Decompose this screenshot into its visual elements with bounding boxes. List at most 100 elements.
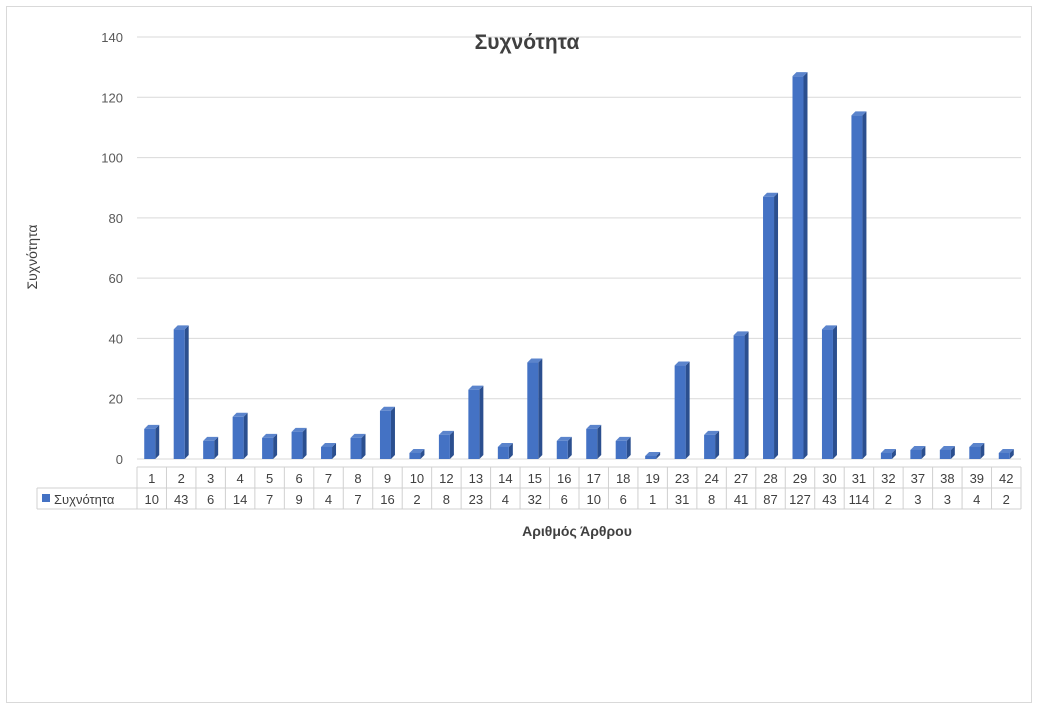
- bar-front: [615, 440, 627, 459]
- bar: [527, 358, 543, 459]
- category-label: 37: [911, 471, 925, 486]
- bar-front: [291, 431, 303, 459]
- category-label: 14: [498, 471, 512, 486]
- bar-front: [350, 437, 362, 459]
- gridlines: [137, 36, 1021, 460]
- bar-side: [361, 433, 366, 459]
- y-tick-label: 80: [109, 211, 123, 226]
- bar: [851, 111, 867, 459]
- data-value-label: 43: [174, 492, 188, 507]
- bar: [910, 445, 926, 459]
- bar: [409, 448, 425, 459]
- category-label: 18: [616, 471, 630, 486]
- category-label: 24: [704, 471, 718, 486]
- bar-top: [939, 445, 955, 450]
- bar: [262, 433, 278, 459]
- y-tick-label: 120: [101, 90, 123, 105]
- category-label: 30: [822, 471, 836, 486]
- data-value-label: 2: [413, 492, 420, 507]
- category-label: 38: [940, 471, 954, 486]
- bar: [969, 442, 985, 459]
- category-label: 8: [354, 471, 361, 486]
- bar-side: [567, 436, 572, 459]
- bar-top: [733, 331, 749, 336]
- bar-top: [291, 427, 307, 432]
- y-tick-label: 0: [116, 452, 123, 467]
- bar: [880, 448, 896, 459]
- bar: [674, 361, 690, 459]
- category-label: 9: [384, 471, 391, 486]
- data-value-label: 114: [849, 492, 870, 507]
- category-label: 16: [557, 471, 571, 486]
- bar-front: [939, 449, 951, 459]
- bar-front: [497, 446, 509, 459]
- bar-front: [321, 446, 333, 459]
- bar: [998, 448, 1014, 459]
- bar-top: [173, 325, 189, 330]
- bar: [379, 406, 395, 459]
- bar: [497, 442, 513, 459]
- data-value-label: 4: [325, 492, 332, 507]
- bar-top: [321, 442, 337, 447]
- legend-key: [42, 494, 50, 502]
- bar: [173, 325, 189, 459]
- bar-side: [332, 442, 337, 459]
- bar-top: [232, 412, 248, 417]
- data-value-label: 32: [528, 492, 542, 507]
- bar-side: [273, 433, 278, 459]
- bar-front: [556, 440, 568, 459]
- bar-front: [733, 335, 745, 459]
- bar-side: [420, 448, 425, 459]
- bar-front: [645, 455, 657, 459]
- bar-top: [203, 436, 219, 441]
- bar: [321, 442, 337, 459]
- bar-top: [645, 451, 661, 456]
- bar: [645, 451, 661, 459]
- bar-front: [438, 434, 450, 459]
- bar-top: [704, 430, 720, 435]
- data-value-label: 127: [789, 492, 811, 507]
- bar-top: [969, 442, 985, 447]
- bar-side: [538, 358, 543, 459]
- bar-side: [744, 331, 749, 459]
- bar-front: [674, 365, 686, 459]
- x-axis-title: Αριθμός Άρθρου: [522, 523, 632, 539]
- y-tick-label: 140: [101, 30, 123, 45]
- bar: [939, 445, 955, 459]
- bar-side: [214, 436, 219, 459]
- data-value-label: 6: [620, 492, 627, 507]
- category-label: 2: [178, 471, 185, 486]
- bar-side: [921, 445, 926, 459]
- data-value-label: 1: [649, 492, 656, 507]
- bar-front: [144, 428, 156, 459]
- bar-side: [508, 442, 513, 459]
- bar-front: [763, 196, 775, 459]
- bar: [733, 331, 749, 459]
- bar-top: [615, 436, 631, 441]
- bar-side: [891, 448, 896, 459]
- data-value-label: 4: [973, 492, 980, 507]
- y-tick-label: 40: [109, 331, 123, 346]
- bar-front: [880, 452, 892, 459]
- bar-side: [155, 424, 160, 459]
- bar: [792, 72, 808, 459]
- category-label: 29: [793, 471, 807, 486]
- bar-top: [792, 72, 808, 77]
- bar-front: [910, 449, 922, 459]
- y-tick-label: 60: [109, 271, 123, 286]
- bar: [763, 192, 779, 459]
- bar-top: [880, 448, 896, 453]
- bar-top: [379, 406, 395, 411]
- category-label: 1: [148, 471, 155, 486]
- bar: [438, 430, 454, 459]
- bar-top: [998, 448, 1014, 453]
- bar-side: [862, 111, 867, 459]
- bar-side: [449, 430, 454, 459]
- bar-top: [468, 385, 484, 390]
- series-name: Συχνότητα: [54, 492, 115, 507]
- bar-side: [597, 424, 602, 459]
- bar-side: [184, 325, 189, 459]
- bar-top: [350, 433, 366, 438]
- category-label: 7: [325, 471, 332, 486]
- bar-side: [950, 445, 955, 459]
